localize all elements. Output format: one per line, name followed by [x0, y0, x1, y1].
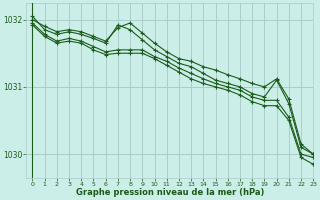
X-axis label: Graphe pression niveau de la mer (hPa): Graphe pression niveau de la mer (hPa) [76, 188, 264, 197]
